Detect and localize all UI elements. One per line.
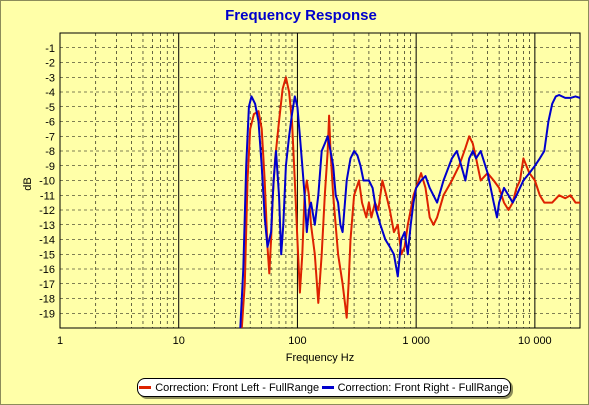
y-tick-label: -7 [45, 131, 55, 143]
series-line-front-right [239, 94, 580, 328]
y-tick-label: -4 [45, 87, 55, 99]
x-tick-label: 1 [57, 335, 63, 347]
y-tick-label: -14 [39, 235, 55, 247]
y-axis-label: dB [22, 177, 34, 190]
y-tick-label: -2 [45, 58, 55, 70]
legend-item-front-right: Correction: Front Right - FullRange [321, 381, 509, 394]
x-tick-label: 100 [288, 335, 306, 347]
y-tick-label: -6 [45, 117, 55, 129]
legend-swatch-front-left [139, 386, 152, 389]
y-tick-label: -9 [45, 161, 55, 173]
legend-label-front-right: Correction: Front Right - FullRange [337, 381, 509, 394]
y-tick-label: -16 [39, 264, 55, 276]
chart-legend: Correction: Front Left - FullRange Corre… [137, 378, 511, 397]
y-tick-label: -1 [45, 43, 55, 55]
x-tick-label: 10 000 [518, 335, 552, 347]
y-tick-label: -19 [39, 308, 55, 320]
y-tick-label: -15 [39, 249, 55, 261]
legend-item-front-left: Correction: Front Left - FullRange [139, 382, 319, 394]
y-tick-label: -18 [39, 294, 55, 306]
y-tick-label: -12 [39, 205, 55, 217]
y-tick-label: -17 [39, 279, 55, 291]
x-axis-label: Frequency Hz [286, 352, 354, 364]
legend-swatch-front-right [321, 386, 334, 389]
x-tick-label: 1 000 [402, 335, 430, 347]
y-tick-label: -13 [39, 220, 55, 232]
y-tick-label: -5 [45, 102, 55, 114]
legend-label-front-left: Correction: Front Left - FullRange [155, 381, 320, 394]
x-tick-label: 10 [173, 335, 185, 347]
y-tick-label: -8 [45, 146, 55, 158]
y-tick-label: -10 [39, 176, 55, 188]
y-tick-label: -3 [45, 72, 55, 84]
chart-title: Frequency Response [225, 7, 377, 24]
series-line-front-left [240, 76, 580, 328]
y-tick-label: -11 [40, 190, 55, 202]
